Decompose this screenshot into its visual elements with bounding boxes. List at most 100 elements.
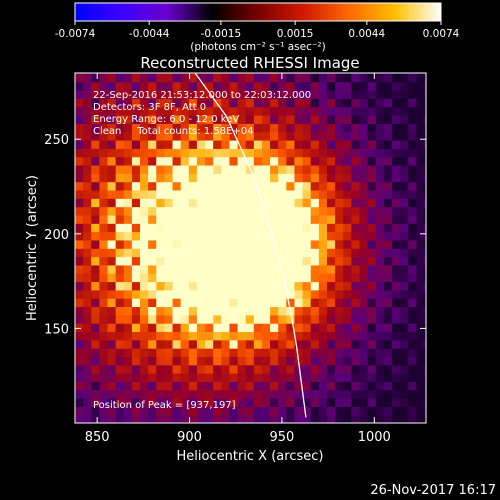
heatmap-cell — [83, 298, 92, 308]
heatmap-cell — [245, 131, 255, 141]
heatmap-cell — [253, 256, 263, 266]
heatmap-cell — [83, 281, 92, 291]
heatmap-cell — [172, 231, 182, 241]
heatmap-cell — [237, 314, 247, 324]
heatmap-cell — [367, 223, 377, 233]
heatmap-cell — [91, 123, 100, 133]
heatmap-cell — [261, 131, 271, 141]
heatmap-cell — [99, 398, 109, 407]
heatmap-cell — [424, 289, 426, 299]
heatmap-cell — [172, 289, 182, 299]
heatmap-cell — [375, 164, 385, 174]
heatmap-cell — [188, 81, 198, 91]
heatmap-cell — [229, 339, 239, 349]
heatmap-cell — [278, 398, 287, 407]
heatmap-cell — [359, 381, 369, 391]
heatmap-cell — [91, 356, 100, 366]
heatmap-cell — [416, 164, 426, 174]
heatmap-cell — [83, 356, 92, 366]
heatmap-cell — [383, 373, 393, 382]
heatmap-cell — [294, 373, 304, 382]
heatmap-cell — [351, 356, 361, 366]
heatmap-cell — [205, 189, 214, 199]
heatmap-cell — [107, 106, 117, 116]
heatmap-cell — [196, 264, 206, 274]
heatmap-cell — [107, 281, 117, 291]
heatmap-cell — [359, 173, 369, 183]
heatmap-cell — [237, 373, 247, 382]
heatmap-cell — [148, 164, 157, 174]
heatmap-cell — [318, 131, 328, 141]
heatmap-cell — [416, 239, 426, 249]
heatmap-cell — [229, 398, 239, 407]
heatmap-cell — [343, 264, 352, 274]
heatmap-cell — [91, 90, 100, 99]
heatmap-cell — [196, 298, 206, 308]
heatmap-cell — [91, 398, 100, 407]
heatmap-cell — [148, 231, 157, 241]
heatmap-cell — [270, 356, 279, 366]
heatmap-cell — [91, 373, 100, 382]
heatmap-cell — [294, 90, 304, 99]
heatmap-cell — [99, 298, 109, 308]
heatmap-cell — [294, 364, 304, 374]
heatmap-cell — [416, 264, 426, 274]
heatmap-cell — [261, 106, 271, 116]
heatmap-cell — [261, 381, 271, 391]
heatmap-cell — [221, 106, 231, 116]
heatmap-cell — [383, 364, 393, 374]
heatmap-cell — [213, 298, 222, 308]
heatmap-cell — [302, 281, 312, 291]
heatmap-cell — [416, 306, 426, 316]
heatmap-cell — [424, 189, 426, 199]
annotation-clean-counts: Clean Total counts: 1.58E+04 — [93, 126, 253, 137]
heatmap-cell — [310, 256, 320, 266]
heatmap-cell — [237, 156, 247, 166]
heatmap-cell — [131, 414, 141, 423]
heatmap-cell — [99, 248, 109, 258]
heatmap-cell — [148, 181, 157, 191]
heatmap-cell — [83, 364, 92, 374]
heatmap-cell — [416, 156, 426, 166]
heatmap-cell — [237, 139, 247, 149]
heatmap-cell — [107, 348, 117, 358]
heatmap-cell — [326, 189, 336, 199]
heatmap-cell — [148, 281, 157, 291]
heatmap-cell — [237, 206, 247, 216]
heatmap-cell — [359, 214, 369, 224]
heatmap-cell — [140, 214, 149, 224]
heatmap-cell — [270, 381, 279, 391]
heatmap-cell — [221, 231, 231, 241]
heatmap-cell — [188, 223, 198, 233]
heatmap-cell — [270, 398, 279, 407]
heatmap-cell — [261, 414, 271, 423]
heatmap-cell — [115, 389, 125, 399]
heatmap-cell — [408, 298, 417, 308]
heatmap-cell — [75, 256, 84, 266]
heatmap-cell — [302, 356, 312, 366]
heatmap-cell — [286, 231, 296, 241]
heatmap-cell — [140, 123, 149, 133]
heatmap-cell — [148, 331, 157, 341]
heatmap-cell — [180, 256, 190, 266]
heatmap-cell — [91, 298, 100, 308]
heatmap-cell — [107, 231, 117, 241]
heatmap-cell — [172, 264, 182, 274]
heatmap-cell — [83, 273, 92, 283]
heatmap-cell — [99, 314, 109, 324]
heatmap-cell — [91, 98, 100, 108]
heatmap-cell — [221, 206, 231, 216]
heatmap-cell — [75, 131, 84, 141]
heatmap-cell — [310, 281, 320, 291]
heatmap-cell — [270, 231, 279, 241]
heatmap-cell — [343, 156, 352, 166]
heatmap-cell — [278, 323, 287, 333]
heatmap-cell — [375, 131, 385, 141]
heatmap-cell — [318, 214, 328, 224]
heatmap-cell — [335, 164, 344, 174]
heatmap-cell — [343, 339, 352, 349]
heatmap-cell — [188, 381, 198, 391]
heatmap-cell — [237, 98, 247, 108]
heatmap-cell — [237, 90, 247, 99]
heatmap-cell — [367, 198, 377, 208]
